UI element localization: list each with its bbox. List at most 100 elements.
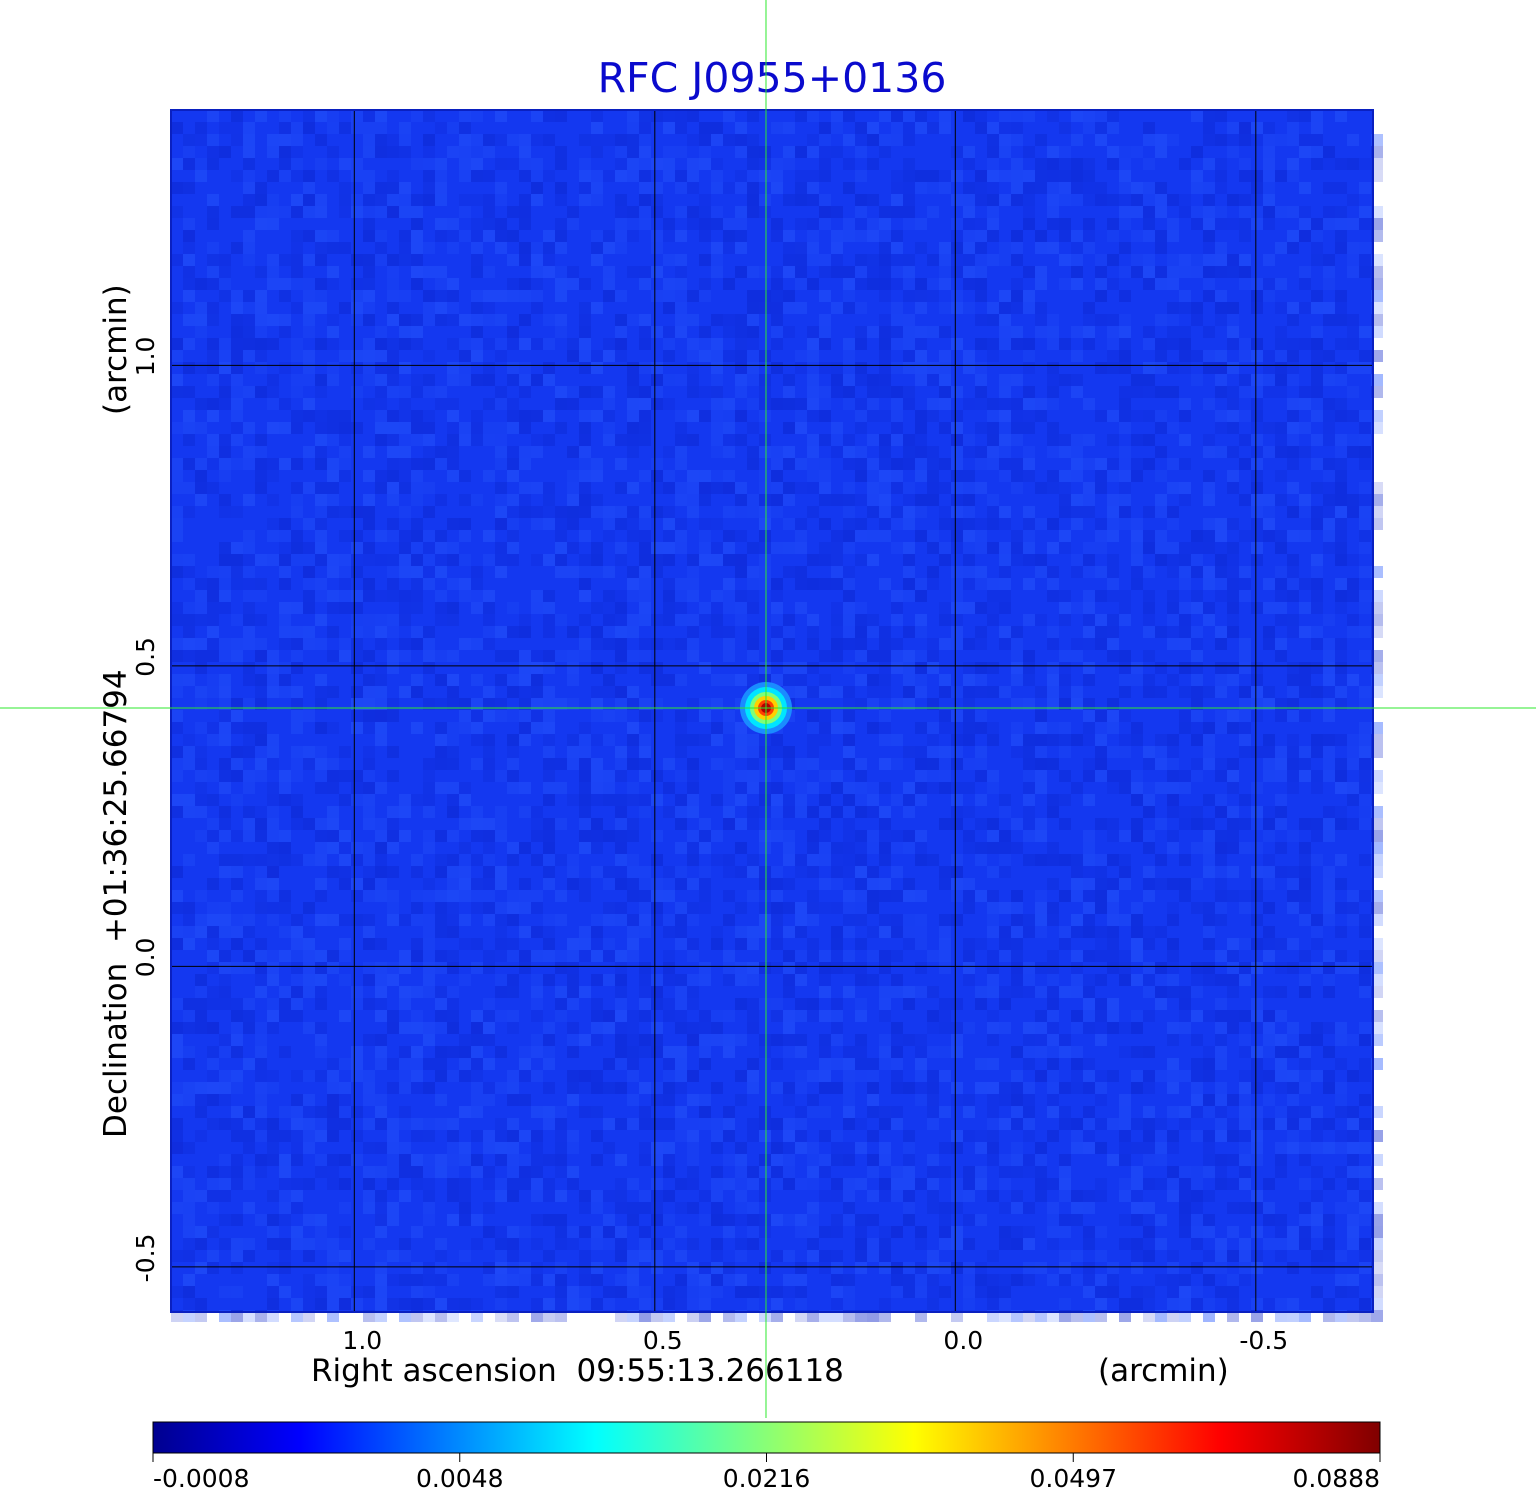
noise-cell xyxy=(207,194,219,206)
noise-cell xyxy=(627,482,639,494)
noise-cell xyxy=(855,122,867,134)
noise-cell xyxy=(207,242,219,254)
noise-cell xyxy=(627,830,639,842)
noise-cell xyxy=(1143,278,1155,290)
noise-cell xyxy=(519,386,531,398)
noise-cell xyxy=(315,506,327,518)
noise-cell xyxy=(219,338,231,350)
noise-cell xyxy=(1119,1094,1131,1106)
noise-cell xyxy=(699,698,711,710)
noise-cell xyxy=(339,410,351,422)
noise-cell xyxy=(1023,518,1035,530)
noise-cell xyxy=(567,1022,579,1034)
noise-cell xyxy=(723,806,735,818)
noise-cell xyxy=(855,194,867,206)
noise-cell xyxy=(363,590,375,602)
noise-cell xyxy=(627,434,639,446)
noise-cell xyxy=(1179,626,1191,638)
noise-cell xyxy=(1299,902,1311,914)
noise-cell xyxy=(1119,422,1131,434)
noise-cell xyxy=(1059,182,1071,194)
noise-cell xyxy=(759,170,771,182)
noise-cell xyxy=(1359,686,1371,698)
noise-cell xyxy=(759,146,771,158)
noise-cell xyxy=(363,1118,375,1130)
noise-cell xyxy=(171,338,183,350)
noise-cell xyxy=(675,926,687,938)
noise-cell xyxy=(1107,998,1119,1010)
noise-cell xyxy=(795,926,807,938)
noise-cell xyxy=(615,194,627,206)
noise-cell xyxy=(867,158,879,170)
noise-cell xyxy=(255,350,267,362)
noise-cell xyxy=(975,602,987,614)
noise-cell xyxy=(1335,686,1347,698)
noise-cell xyxy=(651,398,663,410)
noise-cell xyxy=(987,446,999,458)
noise-cell xyxy=(1119,470,1131,482)
noise-cell xyxy=(879,1106,891,1118)
noise-cell xyxy=(1083,1058,1095,1070)
noise-cell xyxy=(963,674,975,686)
noise-cell xyxy=(939,182,951,194)
noise-cell xyxy=(327,962,339,974)
noise-cell xyxy=(423,266,435,278)
noise-cell xyxy=(1083,842,1095,854)
noise-cell xyxy=(1263,986,1275,998)
noise-cell xyxy=(531,806,543,818)
noise-cell xyxy=(1335,362,1347,374)
noise-cell xyxy=(687,794,699,806)
noise-cell xyxy=(1203,254,1215,266)
noise-cell xyxy=(1263,206,1275,218)
noise-cell xyxy=(1167,518,1179,530)
noise-cell xyxy=(411,602,423,614)
noise-cell xyxy=(435,542,447,554)
noise-cell xyxy=(1323,494,1335,506)
noise-cell xyxy=(675,494,687,506)
noise-cell xyxy=(171,1022,183,1034)
noise-cell xyxy=(1263,626,1275,638)
noise-cell xyxy=(951,218,963,230)
noise-cell xyxy=(351,986,363,998)
noise-cell xyxy=(1131,662,1143,674)
noise-cell xyxy=(1275,866,1287,878)
noise-cell xyxy=(279,542,291,554)
noise-cell xyxy=(183,506,195,518)
noise-cell xyxy=(999,866,1011,878)
noise-cell xyxy=(879,410,891,422)
noise-cell xyxy=(999,938,1011,950)
noise-cell xyxy=(675,938,687,950)
noise-cell xyxy=(519,494,531,506)
noise-cell xyxy=(1167,218,1179,230)
noise-cell xyxy=(255,590,267,602)
noise-cell xyxy=(1143,1082,1155,1094)
noise-cell xyxy=(315,686,327,698)
noise-cell xyxy=(435,182,447,194)
noise-cell xyxy=(387,410,399,422)
noise-cell xyxy=(795,350,807,362)
noise-cell xyxy=(1143,986,1155,998)
noise-cell xyxy=(1323,806,1335,818)
noise-cell xyxy=(603,866,615,878)
noise-cell xyxy=(591,1010,603,1022)
noise-cell xyxy=(483,866,495,878)
noise-cell xyxy=(327,362,339,374)
noise-cell xyxy=(435,398,447,410)
noise-cell xyxy=(327,758,339,770)
noise-cell xyxy=(1011,278,1023,290)
noise-cell xyxy=(423,542,435,554)
noise-cell xyxy=(1035,890,1047,902)
noise-cell xyxy=(1239,494,1251,506)
noise-cell xyxy=(1035,902,1047,914)
noise-cell xyxy=(675,734,687,746)
noise-cell xyxy=(591,998,603,1010)
noise-cell xyxy=(219,578,231,590)
noise-cell xyxy=(795,902,807,914)
noise-cell xyxy=(363,866,375,878)
noise-cell xyxy=(351,890,363,902)
noise-cell xyxy=(783,194,795,206)
noise-cell xyxy=(963,1094,975,1106)
noise-cell xyxy=(843,890,855,902)
noise-cell xyxy=(627,1046,639,1058)
noise-cell xyxy=(747,1082,759,1094)
